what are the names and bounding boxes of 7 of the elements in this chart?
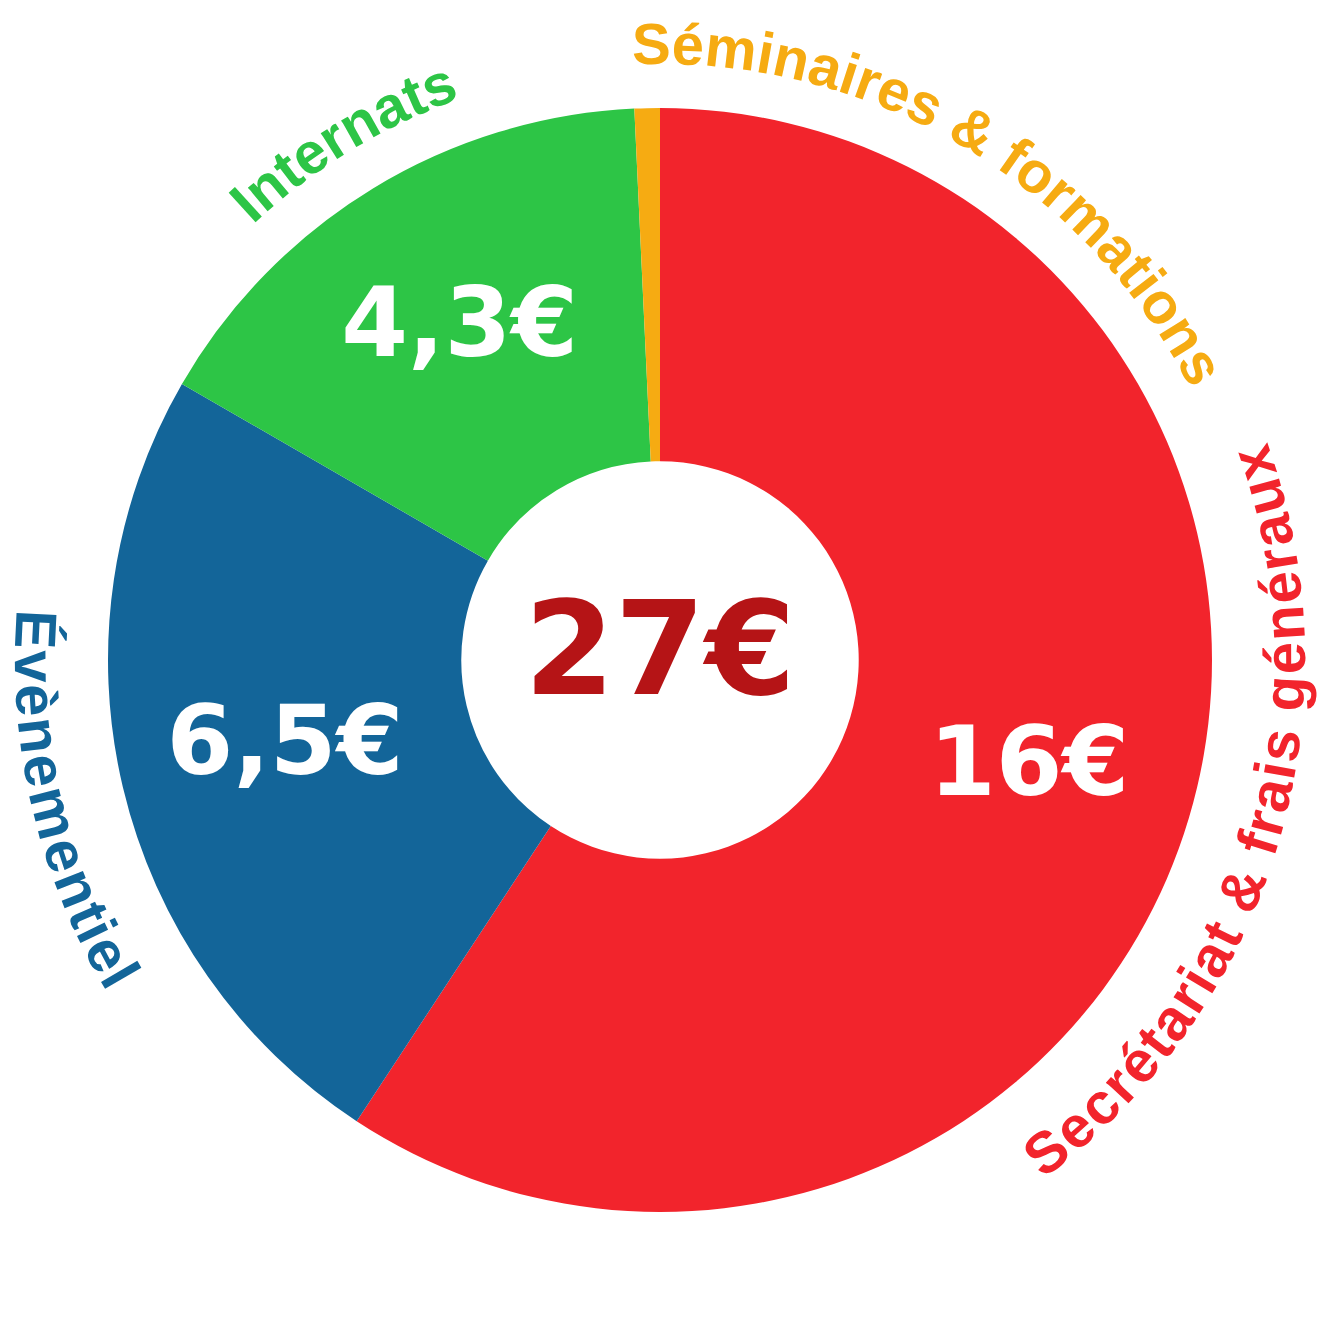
category-label: Internats [217, 49, 465, 234]
category-label: Évènementiel [2, 608, 153, 999]
data-label: 16€ [928, 706, 1130, 819]
text: 27€ [524, 572, 796, 725]
category-label: Séminaires & formations [631, 10, 1238, 396]
data-label: 4,3€ [341, 266, 579, 379]
data-label: 6,5€ [166, 684, 404, 797]
